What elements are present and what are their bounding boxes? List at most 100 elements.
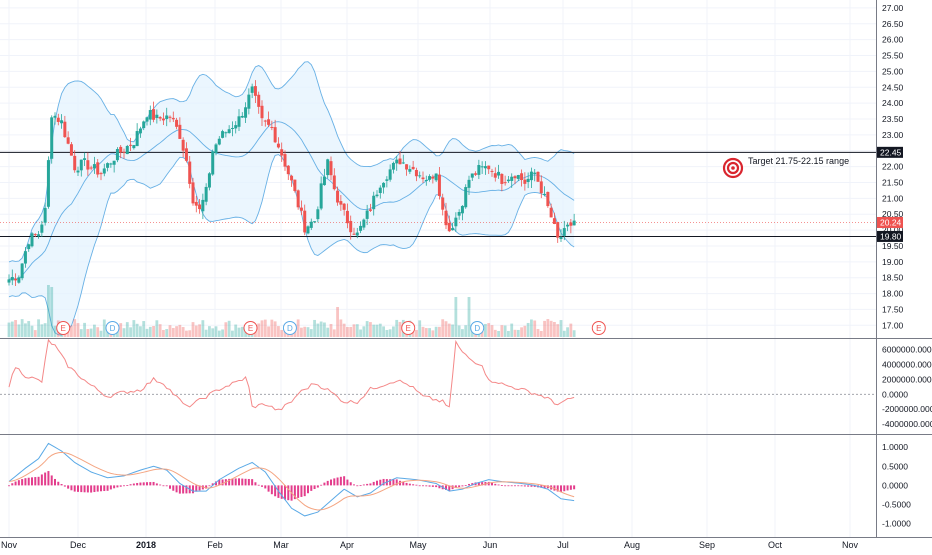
histogram-bar [67,485,70,489]
volume-bar [10,321,14,337]
price-tick-label: 17.00 [882,320,904,330]
candle-down [73,155,77,171]
histogram-bar [54,478,56,486]
event-marker-label: D [474,324,480,333]
candle-up [207,173,211,188]
volume-bar [566,327,569,337]
candle-up [7,279,11,283]
candle-up [135,131,139,147]
volume-bar [447,323,451,337]
candle-up [451,228,455,231]
histogram-bar [418,485,421,487]
histogram-bar [100,485,102,492]
price-tick-label: 25.50 [882,51,904,61]
candle-up [424,179,428,181]
candle-up [372,195,376,210]
volume-bar [168,325,172,337]
candle-down [129,144,133,146]
volume-bar [211,328,215,337]
candle-up [477,165,481,175]
event-marker-label: E [596,324,601,333]
volume-bar [47,284,50,337]
volume-bar [464,325,468,337]
candle-up [132,145,136,149]
candle-up [92,164,96,169]
volume-bar [37,319,40,337]
candle-up [467,179,471,188]
volume-bar [155,320,159,337]
volume-bar [385,329,389,337]
histogram-bar [251,479,254,486]
volume-bar [378,323,382,337]
candle-down [267,119,271,125]
histogram-bar [208,485,211,487]
price-tick-label: 18.00 [882,289,904,299]
annotation: Target 21.75-22.15 range [722,156,849,179]
price-tick-label: 18.50 [882,273,904,283]
candle-down [66,137,70,144]
volume-bar [490,325,494,337]
histogram-bar [362,484,365,486]
volume-bar [559,320,563,337]
price-tick-label: 17.50 [882,304,904,314]
month-label: Jun [483,540,498,550]
candle-down [171,117,175,120]
histogram-bar [520,485,523,487]
volume-bar [257,323,261,337]
histogram-bar [382,478,385,486]
volume-bar [415,329,418,337]
histogram-bar [169,485,171,489]
horizontal-levels [0,151,876,237]
candle-down [181,139,185,151]
volume-bar [93,324,96,337]
histogram-bar [284,485,286,500]
month-label: Sep [699,540,715,550]
candle-up [227,129,231,134]
dividend-marker [282,321,297,335]
candle-down [339,201,343,205]
candle-up [148,110,152,120]
histogram-bar [372,481,375,486]
histogram-bar [261,485,263,487]
candle-up [418,175,422,177]
candle-down [556,222,560,238]
indicator-2-tick-label: 1.0000 [882,442,908,452]
volume-bar [553,321,556,337]
histogram-bar [182,485,185,494]
volume-bar [145,328,149,337]
histogram-bar [389,479,392,486]
candle-down [336,190,340,203]
histogram-bar [445,485,447,490]
candle-down [286,165,290,175]
candle-down [332,175,336,190]
volume-bar [263,319,267,337]
volume-bar [280,329,284,337]
candle-down [368,209,372,211]
histogram-bar [211,483,214,486]
volume-bar [7,322,11,337]
target-icon [722,157,744,179]
candle-up [17,277,21,283]
candle-up [53,115,57,118]
candle-down [273,127,277,143]
volume-bar [158,324,162,337]
band-upper [8,61,575,263]
volume-bar [336,307,339,337]
histogram-bar [481,482,484,486]
histogram-bar [24,478,27,486]
histogram-bar [57,481,60,486]
histogram-bar [280,485,283,499]
histogram-bar [257,484,260,486]
indicator-1-tick-label: -4000000.0000 [882,419,932,429]
candle-up [224,132,228,134]
volume-bar [300,327,303,337]
volume-bar [388,329,392,337]
candle-up [533,172,537,174]
candle-down [194,201,198,206]
volume-bar [125,322,129,337]
histogram-bar [86,485,89,493]
candle-down [283,154,287,167]
histogram-bar [152,481,155,486]
